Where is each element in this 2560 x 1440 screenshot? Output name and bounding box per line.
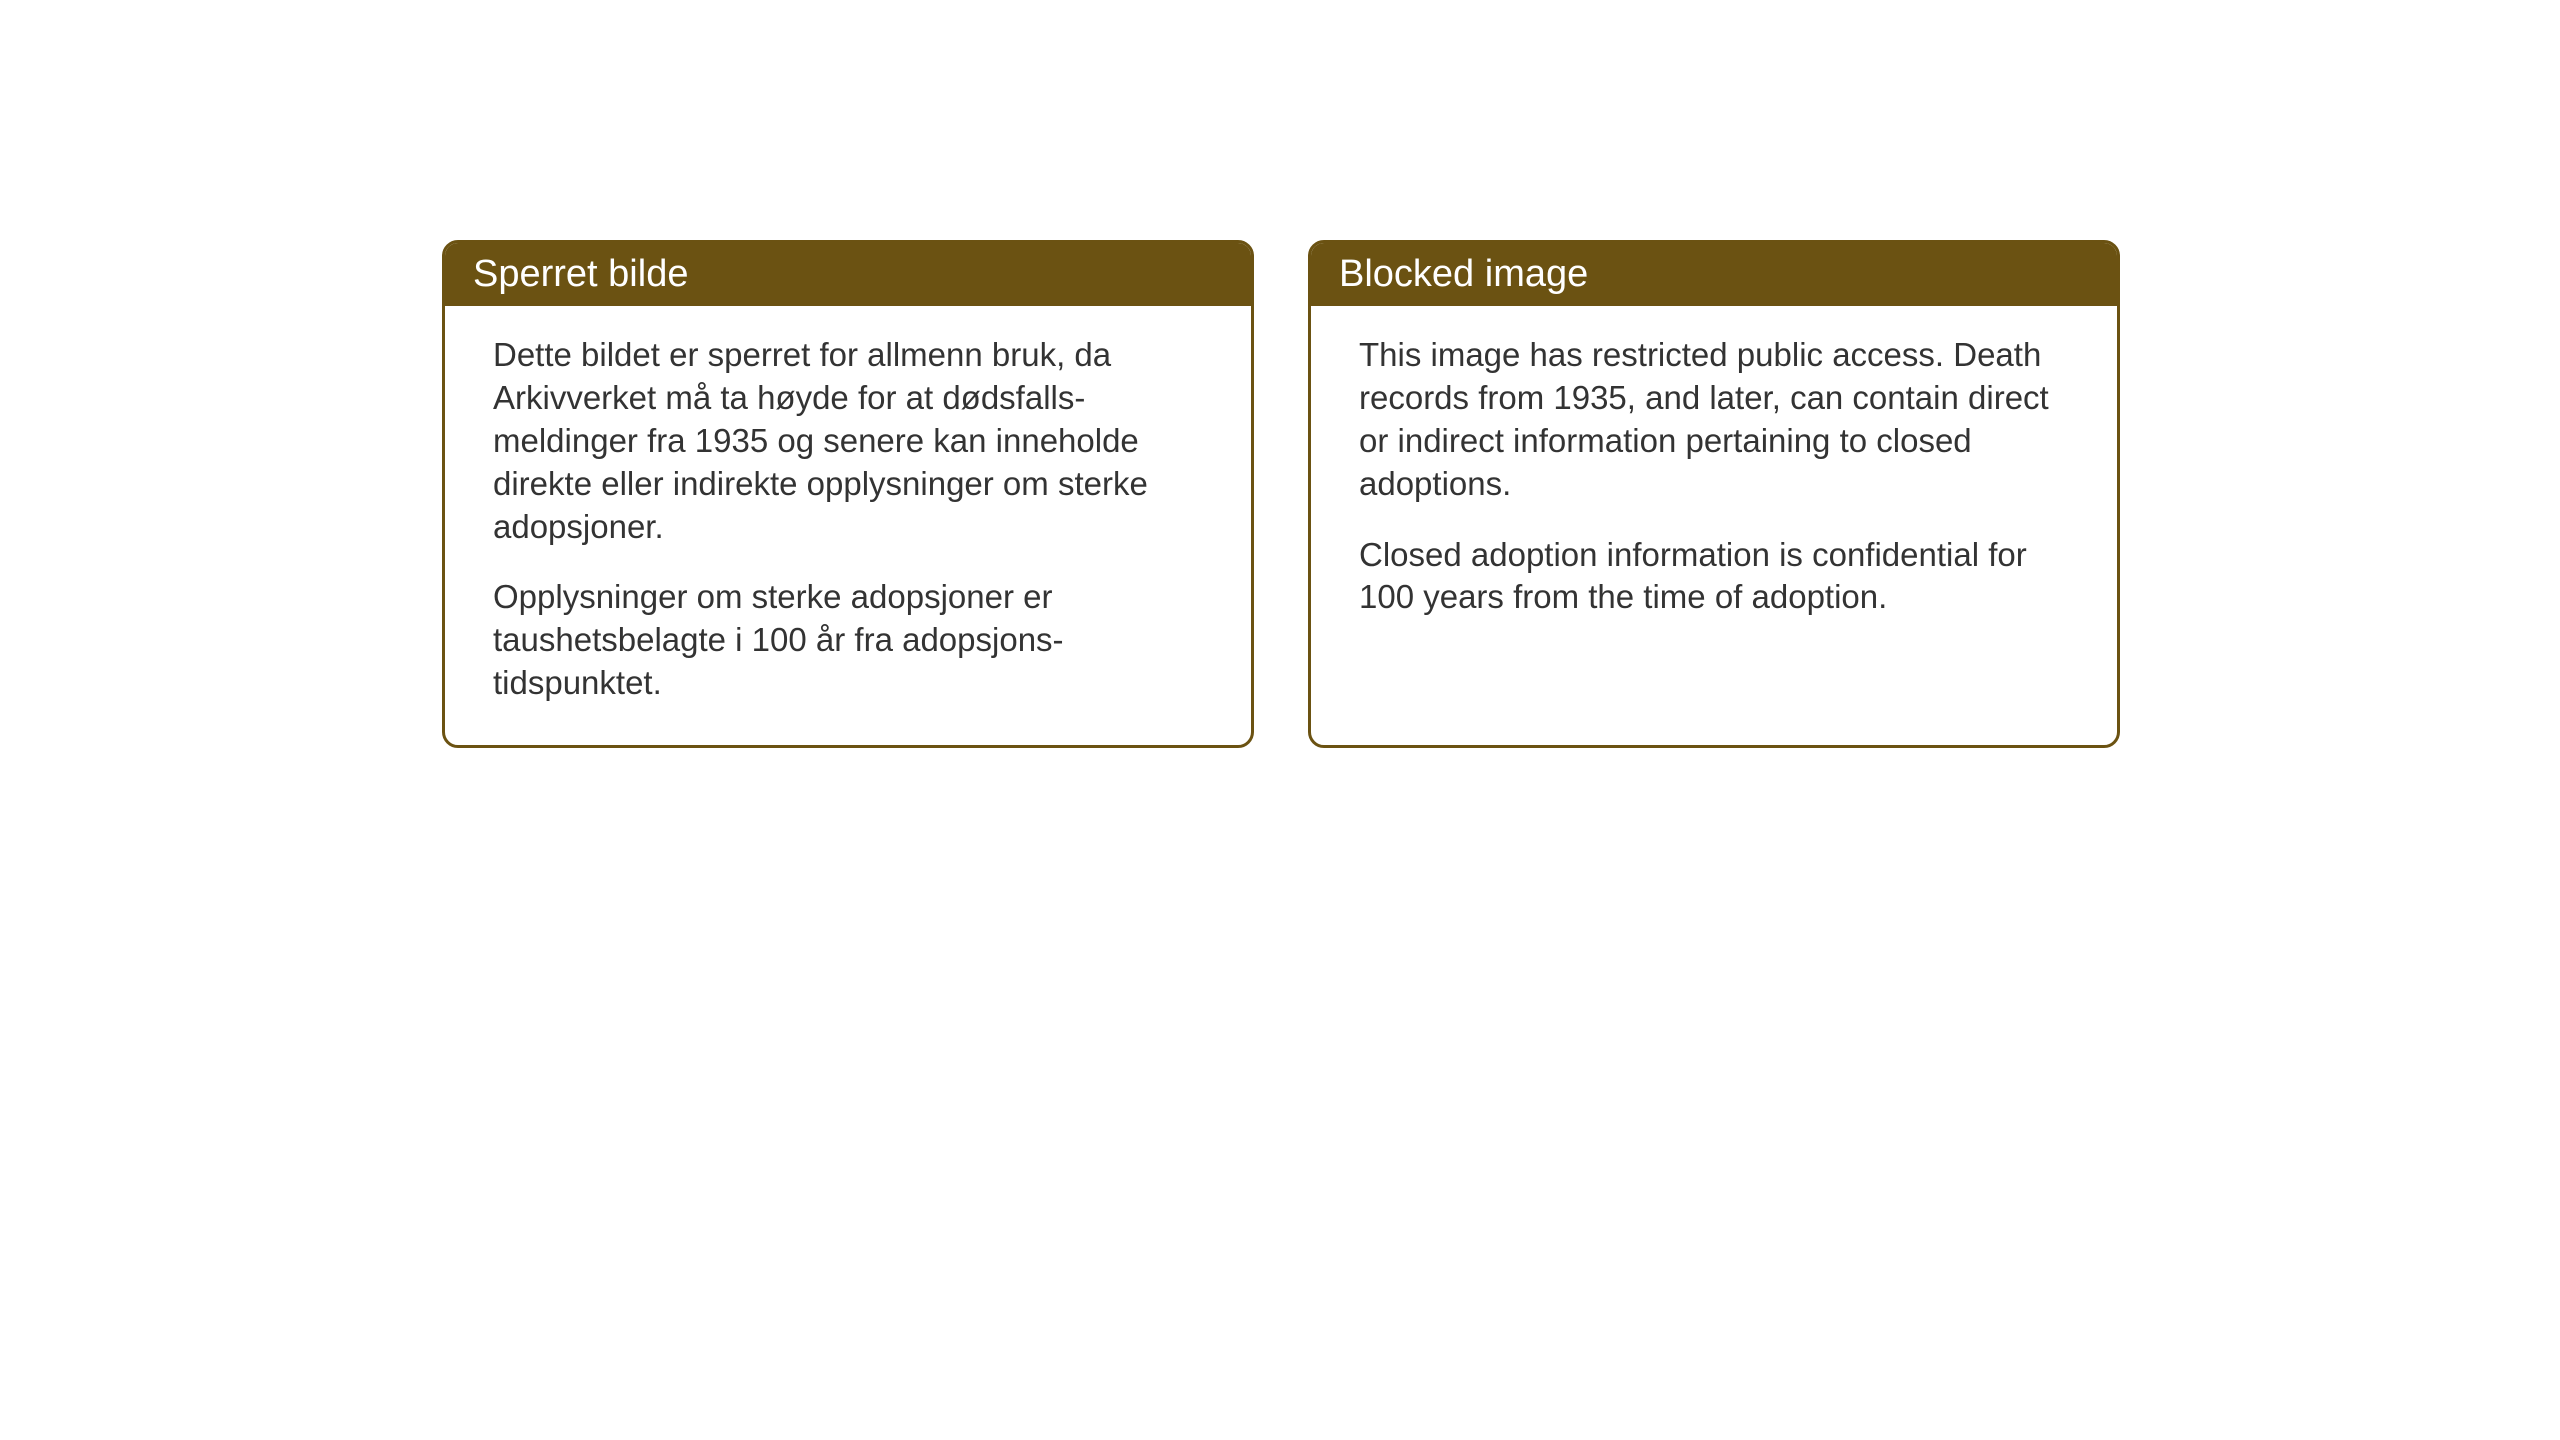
english-paragraph-1: This image has restricted public access.… xyxy=(1359,334,2069,506)
norwegian-card-body: Dette bildet er sperret for allmenn bruk… xyxy=(445,306,1251,745)
english-notice-card: Blocked image This image has restricted … xyxy=(1308,240,2120,748)
norwegian-paragraph-1: Dette bildet er sperret for allmenn bruk… xyxy=(493,334,1203,548)
english-card-title: Blocked image xyxy=(1311,243,2117,306)
norwegian-notice-card: Sperret bilde Dette bildet er sperret fo… xyxy=(442,240,1254,748)
norwegian-card-title: Sperret bilde xyxy=(445,243,1251,306)
norwegian-paragraph-2: Opplysninger om sterke adopsjoner er tau… xyxy=(493,576,1203,705)
english-card-body: This image has restricted public access.… xyxy=(1311,306,2117,699)
cards-container: Sperret bilde Dette bildet er sperret fo… xyxy=(442,240,2120,748)
english-paragraph-2: Closed adoption information is confident… xyxy=(1359,534,2069,620)
